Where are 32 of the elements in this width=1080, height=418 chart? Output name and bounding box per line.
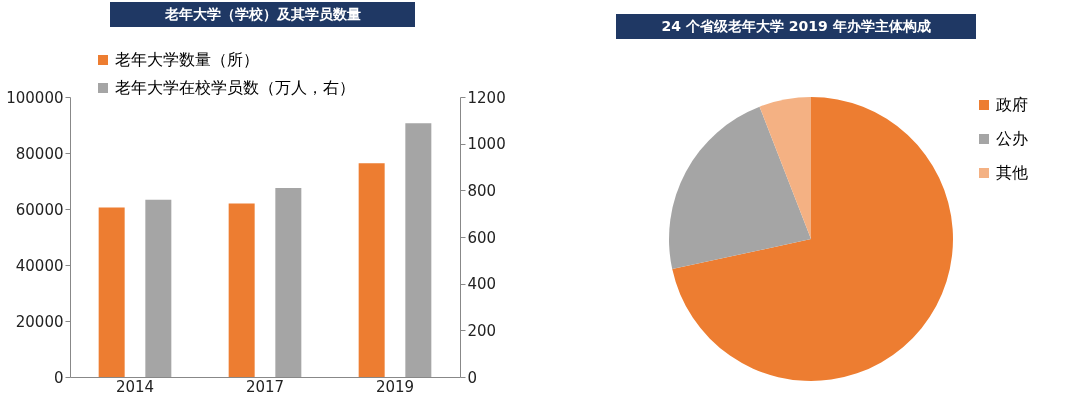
chart-title: 24 个省级老年大学 2019 年办学主体构成 — [661, 17, 931, 34]
legend-label: 政府 — [996, 95, 1028, 114]
y-tick-label: 40000 — [15, 256, 64, 275]
x-tick-label: 2014 — [115, 377, 155, 396]
bar — [228, 203, 255, 377]
y-tick-label: 0 — [53, 368, 64, 387]
pie-slice — [759, 97, 811, 239]
x-tick-label: 2019 — [375, 377, 415, 396]
bar — [405, 123, 432, 377]
y-tick-label: 60000 — [15, 200, 64, 219]
y2-tick-label: 600 — [467, 228, 497, 247]
pie-slice — [669, 106, 811, 270]
bar — [358, 163, 385, 377]
y2-tick-label: 0 — [467, 368, 478, 387]
y-tick-label: 80000 — [15, 144, 64, 163]
pie-slice — [672, 97, 953, 381]
legend-label: 老年大学在校学员数（万人，右） — [115, 78, 355, 97]
y2-tick-label: 200 — [467, 321, 497, 340]
legend-label: 老年大学数量（所） — [115, 50, 259, 69]
y-tick-label: 100000 — [6, 88, 64, 107]
bar — [275, 188, 302, 377]
legend-label: 公办 — [996, 129, 1028, 148]
y2-tick-label: 1200 — [467, 88, 506, 107]
y2-tick-label: 400 — [467, 275, 497, 294]
x-tick-label: 2017 — [245, 377, 285, 396]
y2-tick-label: 1000 — [467, 135, 506, 154]
bar — [145, 199, 172, 377]
y-tick-label: 20000 — [15, 312, 64, 331]
y2-tick-label: 800 — [467, 181, 497, 200]
chart-title: 老年大学（学校）及其学员数量 — [163, 5, 361, 22]
legend-label: 其他 — [996, 163, 1028, 182]
bar — [98, 207, 125, 377]
